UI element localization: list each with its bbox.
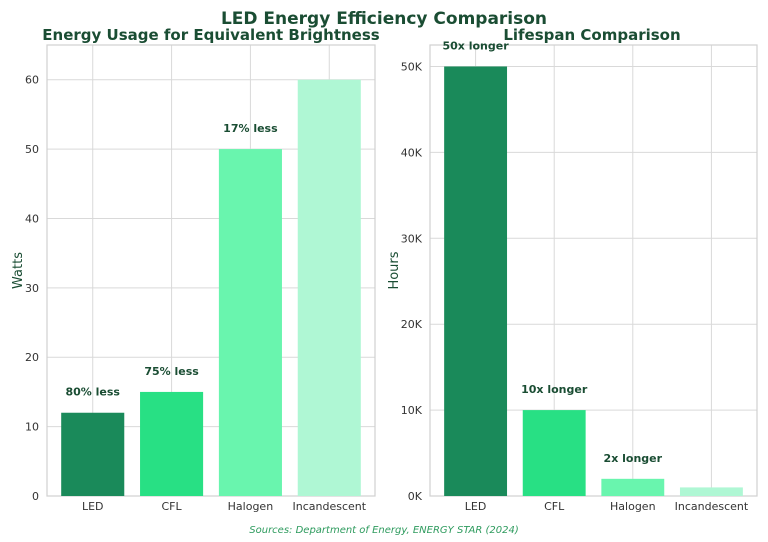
- bar-annotation: 10x longer: [521, 383, 588, 396]
- y-tick-label: 40: [25, 212, 39, 225]
- y-tick-label: 20: [25, 351, 39, 364]
- bar-halogen: [218, 149, 282, 497]
- y-tick-label: 50: [25, 143, 39, 156]
- footer-source: Sources: Department of Energy, ENERGY ST…: [249, 525, 518, 536]
- x-tick-label: Halogen: [228, 500, 274, 513]
- x-tick-label: LED: [465, 500, 487, 513]
- x-tick-label: Incandescent: [675, 500, 749, 513]
- y-tick-label: 0: [32, 490, 39, 503]
- plot-frame: [46, 44, 376, 497]
- x-tick-label: Incandescent: [292, 500, 366, 513]
- x-tick-label: LED: [82, 500, 104, 513]
- bar-halogen: [601, 478, 665, 496]
- x-tick-label: Halogen: [610, 500, 656, 513]
- y-tick-label: 0K: [408, 490, 423, 503]
- bar-led: [444, 66, 508, 496]
- y-tick-label: 30: [25, 282, 39, 295]
- x-tick-label: CFL: [162, 500, 183, 513]
- plot-frame: [429, 44, 758, 497]
- bar-annotation: 2x longer: [604, 452, 663, 465]
- y-axis-label: Watts: [11, 252, 26, 289]
- x-tick-label: CFL: [544, 500, 565, 513]
- y-tick-label: 30K: [401, 232, 423, 245]
- bar-incandescent: [679, 487, 743, 496]
- chart-title: Energy Usage for Equivalent Brightness: [42, 26, 379, 44]
- y-tick-label: 50K: [401, 60, 423, 73]
- bar-cfl: [522, 410, 586, 496]
- y-tick-label: 60: [25, 74, 39, 87]
- y-tick-label: 10: [25, 421, 39, 434]
- y-tick-label: 40K: [401, 146, 423, 159]
- figure-title: LED Energy Efficiency Comparison: [221, 9, 547, 29]
- y-axis-label: Hours: [387, 251, 402, 289]
- bar-led: [61, 412, 125, 496]
- y-tick-label: 10K: [401, 404, 423, 417]
- bar-annotation: 75% less: [144, 365, 199, 378]
- bar-annotation: 17% less: [223, 122, 278, 135]
- bar-incandescent: [297, 79, 361, 496]
- bar-annotation: 80% less: [65, 386, 120, 399]
- bar-annotation: 50x longer: [443, 39, 510, 52]
- bar-cfl: [140, 391, 204, 496]
- y-tick-label: 20K: [401, 318, 423, 331]
- chart-title: Lifespan Comparison: [503, 26, 680, 44]
